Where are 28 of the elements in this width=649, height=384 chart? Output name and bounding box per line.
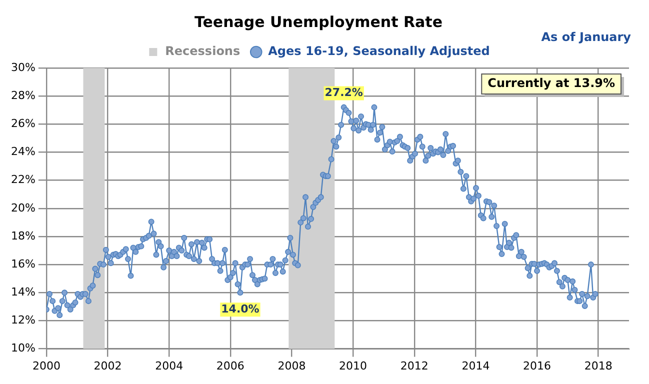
y-tick-label: 14% [10,286,36,298]
y-tick-label: 20% [10,201,36,214]
chart-title: Teenage Unemployment Rate [194,12,443,31]
x-tick-label: 2012 [400,359,428,372]
x-tick-label: 2004 [155,359,184,372]
y-tick-label: 18% [10,229,36,242]
annotation: 27.2% [324,86,363,100]
y-tick-label: 26% [10,117,36,130]
annotation: Currently at 13.9% [488,76,615,90]
y-tick-label: 12% [10,314,36,327]
annotation: 14.0% [221,302,260,316]
x-tick-label: 2008 [278,359,306,372]
legend-label: Recessions [165,44,240,58]
x-tick-label: 2002 [94,359,122,372]
x-tick-label: 2014 [462,359,490,372]
y-tick-label: 16% [10,257,36,270]
x-tick-label: 2006 [216,359,244,372]
chart-subtitle: As of January [541,30,631,44]
y-tick-label: 30% [10,60,36,74]
y-tick-label: 10% [10,342,36,355]
x-tick-label: 2016 [523,359,552,372]
y-tick-label: 28% [10,88,36,102]
x-tick-label: 2010 [339,359,368,372]
legend-label: Ages 16-19, Seasonally Adjusted [268,44,490,58]
y-tick-label: 22% [10,173,36,186]
y-tick-label: 24% [10,145,36,158]
x-tick-label: 2000 [32,359,60,372]
x-tick-label: 2018 [584,359,612,372]
